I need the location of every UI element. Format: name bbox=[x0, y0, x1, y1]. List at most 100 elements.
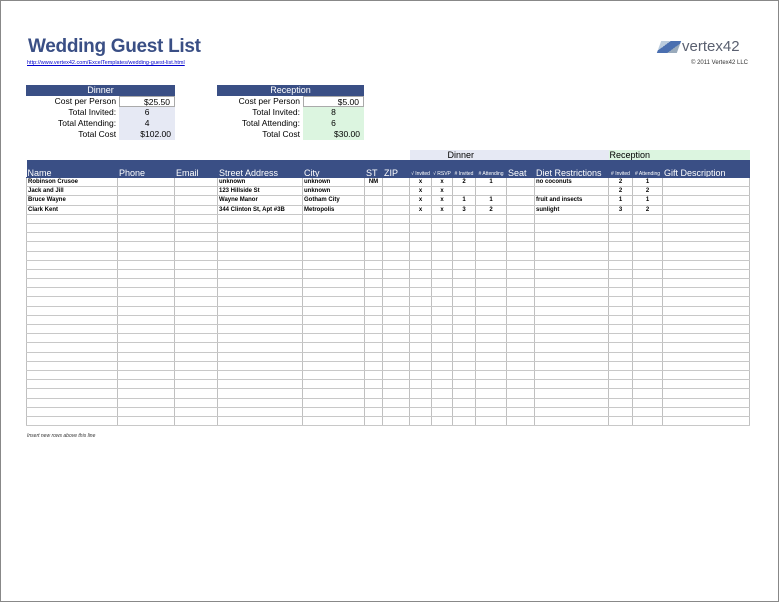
table-cell[interactable] bbox=[632, 260, 663, 270]
table-cell[interactable] bbox=[608, 342, 633, 353]
table-cell[interactable] bbox=[506, 315, 535, 326]
table-cell[interactable] bbox=[364, 306, 383, 316]
table-cell[interactable] bbox=[506, 370, 535, 381]
table-cell[interactable] bbox=[409, 214, 432, 224]
table-cell[interactable] bbox=[26, 324, 118, 335]
column-header[interactable]: Street Address bbox=[217, 160, 303, 178]
table-cell[interactable] bbox=[431, 241, 453, 252]
table-cell[interactable] bbox=[475, 333, 507, 344]
table-cell[interactable] bbox=[662, 177, 750, 188]
table-cell[interactable] bbox=[475, 214, 507, 224]
table-cell[interactable] bbox=[174, 223, 218, 234]
table-cell[interactable]: sunlight bbox=[534, 205, 609, 215]
table-cell[interactable] bbox=[632, 214, 663, 224]
table-cell[interactable] bbox=[452, 352, 476, 362]
column-header[interactable]: City bbox=[302, 160, 365, 178]
column-header[interactable]: # Invited bbox=[452, 160, 476, 178]
table-cell[interactable] bbox=[475, 370, 507, 381]
table-cell[interactable] bbox=[364, 232, 383, 243]
table-cell[interactable] bbox=[364, 398, 383, 408]
table-cell[interactable] bbox=[217, 287, 303, 298]
table-cell[interactable] bbox=[382, 195, 410, 206]
table-cell[interactable] bbox=[26, 232, 118, 243]
table-cell[interactable] bbox=[302, 342, 365, 353]
table-cell[interactable] bbox=[409, 315, 432, 326]
table-cell[interactable] bbox=[608, 269, 633, 280]
table-cell[interactable] bbox=[217, 388, 303, 399]
table-cell[interactable] bbox=[174, 205, 218, 215]
table-cell[interactable] bbox=[475, 269, 507, 280]
table-cell[interactable] bbox=[662, 186, 750, 197]
table-cell[interactable]: x bbox=[409, 195, 432, 206]
table-cell[interactable] bbox=[409, 278, 432, 289]
table-cell[interactable] bbox=[217, 333, 303, 344]
table-cell[interactable] bbox=[382, 241, 410, 252]
table-cell[interactable] bbox=[534, 342, 609, 353]
table-cell[interactable] bbox=[608, 306, 633, 316]
table-cell[interactable] bbox=[382, 214, 410, 224]
table-cell[interactable] bbox=[117, 195, 175, 206]
table-cell[interactable] bbox=[662, 214, 750, 224]
table-cell[interactable]: x bbox=[409, 177, 432, 188]
table-cell[interactable] bbox=[506, 416, 535, 427]
table-cell[interactable] bbox=[26, 269, 118, 280]
table-cell[interactable] bbox=[217, 379, 303, 390]
table-cell[interactable] bbox=[217, 278, 303, 289]
table-cell[interactable] bbox=[534, 324, 609, 335]
table-cell[interactable] bbox=[632, 223, 663, 234]
table-cell[interactable] bbox=[302, 398, 365, 408]
table-cell[interactable] bbox=[506, 278, 535, 289]
table-cell[interactable] bbox=[364, 407, 383, 417]
table-cell[interactable] bbox=[174, 352, 218, 362]
table-cell[interactable] bbox=[382, 315, 410, 326]
table-cell[interactable] bbox=[632, 296, 663, 307]
table-cell[interactable] bbox=[26, 352, 118, 362]
table-cell[interactable] bbox=[632, 269, 663, 280]
table-cell[interactable] bbox=[506, 269, 535, 280]
table-cell[interactable] bbox=[174, 324, 218, 335]
table-cell[interactable]: Jack and Jill bbox=[26, 186, 118, 197]
table-cell[interactable] bbox=[382, 205, 410, 215]
table-cell[interactable] bbox=[409, 223, 432, 234]
table-cell[interactable] bbox=[409, 361, 432, 371]
table-cell[interactable] bbox=[452, 223, 476, 234]
table-cell[interactable] bbox=[364, 388, 383, 399]
table-cell[interactable] bbox=[409, 407, 432, 417]
table-cell[interactable] bbox=[382, 361, 410, 371]
column-header[interactable]: Diet Restrictions bbox=[534, 160, 609, 178]
table-cell[interactable] bbox=[506, 251, 535, 261]
table-cell[interactable] bbox=[382, 379, 410, 390]
table-cell[interactable] bbox=[506, 306, 535, 316]
table-cell[interactable] bbox=[117, 398, 175, 408]
table-cell[interactable] bbox=[409, 269, 432, 280]
table-cell[interactable] bbox=[534, 269, 609, 280]
table-cell[interactable] bbox=[409, 370, 432, 381]
table-cell[interactable]: x bbox=[431, 186, 453, 197]
table-cell[interactable] bbox=[26, 361, 118, 371]
table-cell[interactable] bbox=[534, 398, 609, 408]
table-cell[interactable] bbox=[217, 241, 303, 252]
table-cell[interactable]: Gotham City bbox=[302, 195, 365, 206]
table-cell[interactable] bbox=[302, 388, 365, 399]
table-cell[interactable] bbox=[409, 342, 432, 353]
table-cell[interactable] bbox=[475, 388, 507, 399]
table-cell[interactable] bbox=[452, 214, 476, 224]
table-cell[interactable] bbox=[662, 352, 750, 362]
table-cell[interactable] bbox=[475, 407, 507, 417]
table-cell[interactable] bbox=[117, 388, 175, 399]
table-cell[interactable] bbox=[382, 260, 410, 270]
table-cell[interactable] bbox=[632, 251, 663, 261]
table-cell[interactable] bbox=[475, 241, 507, 252]
table-cell[interactable] bbox=[632, 333, 663, 344]
table-cell[interactable] bbox=[632, 379, 663, 390]
table-cell[interactable] bbox=[506, 388, 535, 399]
table-cell[interactable] bbox=[506, 260, 535, 270]
table-cell[interactable] bbox=[452, 361, 476, 371]
table-cell[interactable] bbox=[608, 379, 633, 390]
table-cell[interactable] bbox=[117, 186, 175, 197]
table-cell[interactable] bbox=[382, 251, 410, 261]
table-cell[interactable] bbox=[506, 379, 535, 390]
table-cell[interactable] bbox=[506, 361, 535, 371]
table-cell[interactable] bbox=[409, 398, 432, 408]
table-cell[interactable] bbox=[608, 260, 633, 270]
